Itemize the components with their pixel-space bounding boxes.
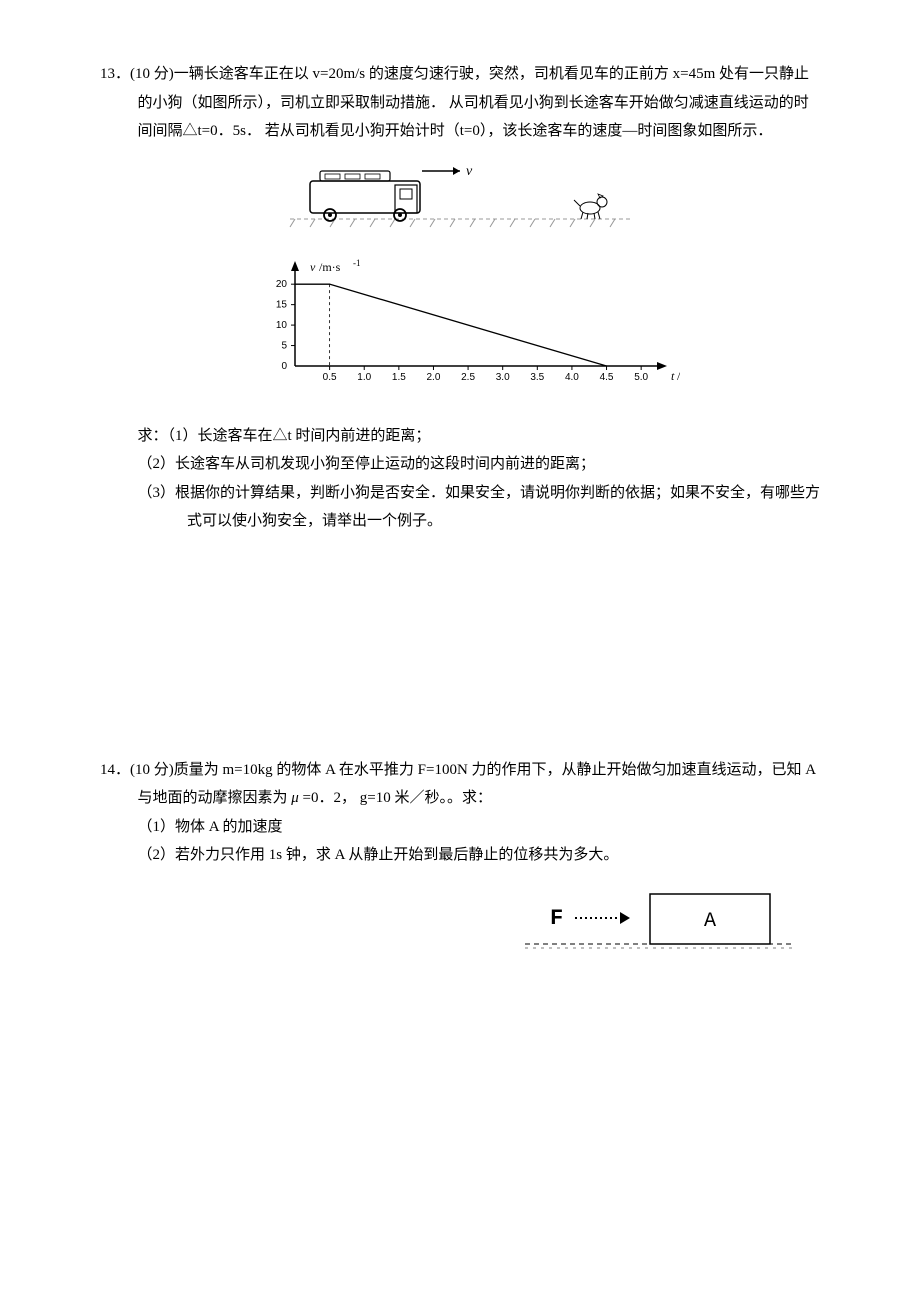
- problem-number: 13．: [100, 66, 130, 82]
- svg-text:3.5: 3.5: [530, 372, 544, 383]
- force-arrow-head: [620, 912, 630, 924]
- problem-13-stem: 13．(10 分)一辆长途客车正在以 v=20m/s 的速度匀速行驶，突然，司机…: [138, 60, 821, 146]
- problem-number: 14．: [100, 762, 130, 778]
- svg-text:t: t: [671, 369, 675, 383]
- bus-dog-diagram: v: [100, 151, 820, 242]
- block-on-ground-diagram: F A: [100, 882, 800, 983]
- problem-text-2: =0．2， g=10 米／秒。。求：: [303, 790, 492, 806]
- svg-text:0: 0: [281, 361, 287, 372]
- vt-chart-svg: 510152000.51.01.52.02.53.03.54.04.55.0v/…: [240, 251, 680, 391]
- svg-text:/s: /s: [677, 369, 680, 383]
- problem-points: (10 分): [130, 66, 174, 82]
- ground-hatch: [290, 219, 615, 227]
- svg-text:v: v: [310, 260, 316, 274]
- v-label: v: [466, 164, 473, 179]
- svg-text:5: 5: [281, 341, 287, 352]
- svg-text:0.5: 0.5: [323, 372, 337, 383]
- svg-text:5.0: 5.0: [634, 372, 648, 383]
- vt-chart: 510152000.51.01.52.02.53.03.54.04.55.0v/…: [100, 251, 820, 402]
- q14-1: （1）物体 A 的加速度: [138, 813, 821, 842]
- block-label: A: [704, 910, 716, 933]
- dog-icon: [574, 194, 607, 219]
- svg-text:2.5: 2.5: [461, 372, 475, 383]
- svg-text:4.5: 4.5: [600, 372, 614, 383]
- q13-1: （1）长途客车在△t 时间内前进的距离；: [168, 428, 431, 444]
- problem-13: 13．(10 分)一辆长途客车正在以 v=20m/s 的速度匀速行驶，突然，司机…: [100, 60, 820, 536]
- svg-text:10: 10: [276, 320, 288, 331]
- problem-points: (10 分): [130, 762, 174, 778]
- svg-text:3.0: 3.0: [496, 372, 510, 383]
- bus-dog-svg: v: [280, 151, 640, 231]
- mu-symbol: μ: [288, 790, 303, 806]
- force-label: F: [550, 906, 563, 931]
- svg-text:2.0: 2.0: [427, 372, 441, 383]
- problem-14: 14．(10 分)质量为 m=10kg 的物体 A 在水平推力 F=100N 力…: [100, 756, 820, 983]
- svg-text:1.0: 1.0: [357, 372, 371, 383]
- block-svg: F A: [520, 882, 800, 972]
- svg-text:20: 20: [276, 279, 288, 290]
- bus-icon: [310, 171, 420, 221]
- svg-text:/m·s: /m·s: [319, 260, 341, 274]
- q14-2: （2）若外力只作用 1s 钟，求 A 从静止开始到最后静止的位移共为多大。: [138, 841, 821, 870]
- svg-text:15: 15: [276, 300, 288, 311]
- problem-14-stem: 14．(10 分)质量为 m=10kg 的物体 A 在水平推力 F=100N 力…: [138, 756, 821, 813]
- svg-text:4.0: 4.0: [565, 372, 579, 383]
- svg-text:1.5: 1.5: [392, 372, 406, 383]
- problem-text: 一辆长途客车正在以 v=20m/s 的速度匀速行驶，突然，司机看见车的正前方 x…: [138, 66, 810, 139]
- svg-text:-1: -1: [353, 258, 361, 268]
- question-ask: 求：（1）长途客车在△t 时间内前进的距离；: [138, 422, 821, 451]
- velocity-arrow: v: [422, 164, 473, 179]
- q13-2: （2）长途客车从司机发现小狗至停止运动的这段时间内前进的距离；: [187, 450, 820, 479]
- ask-label: 求：: [138, 428, 168, 444]
- q13-3: （3）根据你的计算结果，判断小狗是否安全．如果安全，请说明你判断的依据；如果不安…: [187, 479, 820, 536]
